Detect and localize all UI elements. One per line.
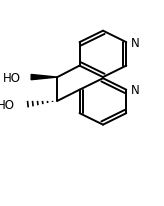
Text: N: N — [130, 36, 139, 49]
Polygon shape — [31, 75, 57, 80]
Text: HO: HO — [2, 71, 20, 84]
Text: HO: HO — [0, 98, 15, 111]
Text: N: N — [130, 84, 139, 97]
